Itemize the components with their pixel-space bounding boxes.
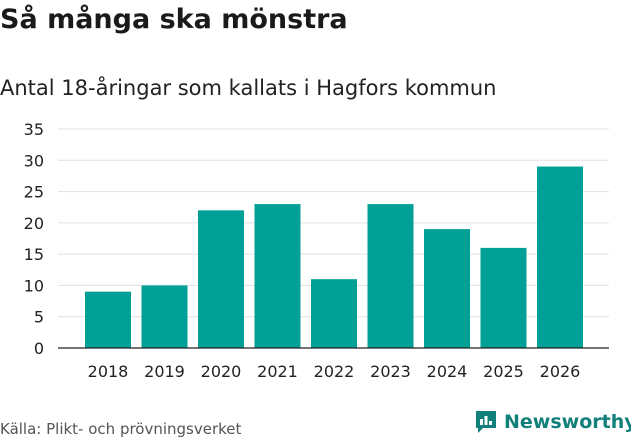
x-tick-label: 2022: [314, 362, 355, 381]
source-note: Källa: Plikt- och prövningsverket: [0, 420, 242, 438]
bar-2024: [424, 229, 470, 348]
brand-name: Newsworthy: [504, 411, 631, 433]
y-tick-label: 5: [34, 308, 44, 327]
y-tick-label: 10: [24, 276, 44, 295]
bar-2025: [480, 247, 527, 348]
bar-2023: [367, 204, 414, 348]
y-tick-label: 35: [24, 120, 44, 139]
bar-2021: [254, 204, 301, 348]
chart-subtitle: Antal 18-åringar som kallats i Hagfors k…: [0, 76, 497, 100]
bar-2020: [198, 210, 244, 348]
x-tick-labels: 2018 2019 2020 2021 2022 2023 2024 2025 2026: [88, 362, 581, 381]
bar-2019: [141, 285, 188, 348]
y-tick-label: 15: [24, 245, 44, 264]
newsworthy-logo: Newsworthy: [474, 408, 631, 436]
bar-2022: [311, 279, 357, 348]
x-tick-label: 2020: [201, 362, 242, 381]
x-tick-label: 2019: [144, 362, 185, 381]
x-tick-label: 2021: [257, 362, 298, 381]
x-tick-label: 2023: [370, 362, 411, 381]
y-tick-label: 30: [24, 151, 44, 170]
x-tick-label: 2018: [88, 362, 129, 381]
bars: [85, 166, 583, 348]
x-tick-label: 2025: [483, 362, 524, 381]
x-tick-label: 2024: [427, 362, 468, 381]
bar-2026: [537, 166, 583, 348]
y-tick-labels: 0 5 10 15 20 25 30 35: [24, 120, 44, 358]
x-tick-label: 2026: [540, 362, 581, 381]
chart-title: Så många ska mönstra: [0, 4, 348, 35]
chart-bubble-icon: [476, 411, 496, 433]
y-tick-label: 20: [24, 214, 44, 233]
y-tick-label: 25: [24, 183, 44, 202]
y-tick-label: 0: [34, 339, 44, 358]
bar-2018: [85, 291, 131, 348]
